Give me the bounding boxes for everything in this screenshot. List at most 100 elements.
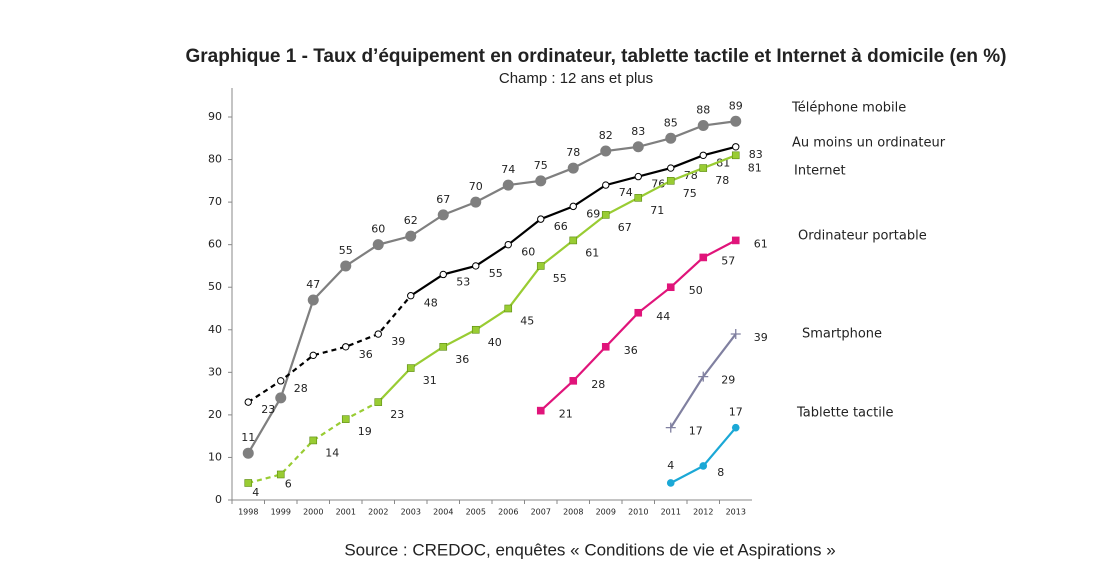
marker — [536, 262, 545, 270]
x-tick-label: 1999 — [271, 508, 291, 517]
y-tick-label: 50 — [208, 280, 222, 293]
x-tick-label: 2005 — [466, 508, 486, 517]
marker — [372, 239, 384, 251]
data-label: 17 — [689, 425, 703, 438]
data-label: 48 — [424, 297, 438, 310]
marker — [667, 164, 675, 172]
marker — [601, 211, 610, 219]
x-tick-label: 2008 — [563, 508, 583, 517]
marker — [242, 447, 254, 459]
marker — [632, 141, 644, 153]
marker — [699, 462, 708, 470]
legend-label: Tablette tactile — [796, 406, 893, 421]
marker — [666, 177, 675, 185]
marker — [504, 304, 513, 313]
marker — [439, 342, 448, 351]
marker — [569, 202, 577, 211]
x-tick-label: 2010 — [628, 508, 648, 517]
marker — [504, 240, 512, 249]
marker — [439, 270, 447, 279]
legend-label: Téléphone mobile — [791, 101, 906, 116]
marker — [341, 415, 350, 423]
legend-label: Internet — [794, 164, 846, 179]
marker — [407, 292, 415, 300]
marker — [569, 377, 578, 385]
x-tick-label: 2003 — [401, 508, 421, 517]
data-label: 53 — [456, 275, 470, 288]
y-tick-label: 30 — [208, 365, 222, 378]
y-tick-label: 0 — [215, 493, 222, 506]
marker — [537, 215, 545, 223]
y-tick-label: 80 — [208, 153, 222, 166]
marker — [600, 145, 612, 157]
marker — [634, 308, 643, 317]
marker — [731, 151, 740, 160]
data-label: 70 — [469, 180, 483, 193]
marker — [276, 470, 285, 479]
marker — [309, 351, 317, 360]
y-tick-label: 90 — [208, 110, 222, 123]
marker — [502, 179, 514, 191]
x-tick-label: 2001 — [336, 508, 356, 517]
marker — [277, 377, 285, 385]
y-tick-label: 10 — [208, 450, 222, 463]
legend-label: Au moins un ordinateur — [792, 136, 946, 151]
data-label: 17 — [729, 406, 743, 419]
marker — [665, 422, 676, 433]
marker — [698, 371, 709, 382]
marker — [340, 260, 352, 272]
data-label: 21 — [559, 408, 573, 421]
data-label: 36 — [624, 344, 638, 357]
marker — [406, 364, 415, 372]
data-label: 85 — [664, 116, 678, 129]
data-label: 67 — [436, 193, 450, 206]
marker — [405, 230, 417, 242]
chart-subtitle: Champ : 12 ans et plus — [499, 70, 653, 87]
series-line — [670, 426, 737, 484]
y-tick-label: 70 — [208, 195, 222, 208]
data-label: 75 — [534, 159, 548, 172]
data-label: 40 — [488, 336, 502, 349]
data-label: 61 — [754, 237, 768, 250]
x-tick-label: 2007 — [531, 508, 551, 517]
data-label: 36 — [359, 348, 373, 361]
data-label: 4 — [667, 459, 674, 472]
data-label: 11 — [241, 431, 255, 444]
data-label: 74 — [619, 186, 633, 199]
data-label: 75 — [683, 187, 697, 200]
data-label: 61 — [585, 246, 599, 259]
data-label: 76 — [651, 178, 665, 191]
marker — [342, 343, 350, 351]
legend-label: Smartphone — [802, 327, 882, 342]
x-tick-label: 1998 — [238, 508, 258, 517]
series-line — [247, 401, 379, 485]
data-label: 8 — [717, 466, 724, 479]
data-label: 50 — [689, 284, 703, 297]
marker — [374, 398, 383, 406]
marker — [567, 162, 579, 174]
data-label: 78 — [566, 146, 580, 159]
data-label: 82 — [599, 129, 613, 142]
data-label: 89 — [729, 99, 743, 112]
marker — [569, 236, 578, 245]
x-tick-label: 2002 — [368, 508, 388, 517]
data-label: 74 — [501, 163, 515, 176]
source: Source : CREDOC, enquêtes « Conditions d… — [344, 540, 835, 559]
marker — [665, 132, 677, 144]
marker — [602, 181, 610, 189]
marker — [601, 342, 610, 351]
data-label: 28 — [591, 378, 605, 391]
data-label: 60 — [521, 246, 535, 259]
x-tick-label: 2006 — [498, 508, 518, 517]
data-label: 14 — [325, 446, 339, 459]
data-label: 44 — [656, 310, 670, 323]
marker — [697, 120, 709, 132]
marker — [470, 196, 482, 208]
marker — [374, 330, 382, 338]
marker — [634, 194, 643, 202]
x-tick-label: 2011 — [661, 508, 681, 517]
data-label: 60 — [371, 223, 385, 236]
data-label: 81 — [748, 161, 762, 174]
